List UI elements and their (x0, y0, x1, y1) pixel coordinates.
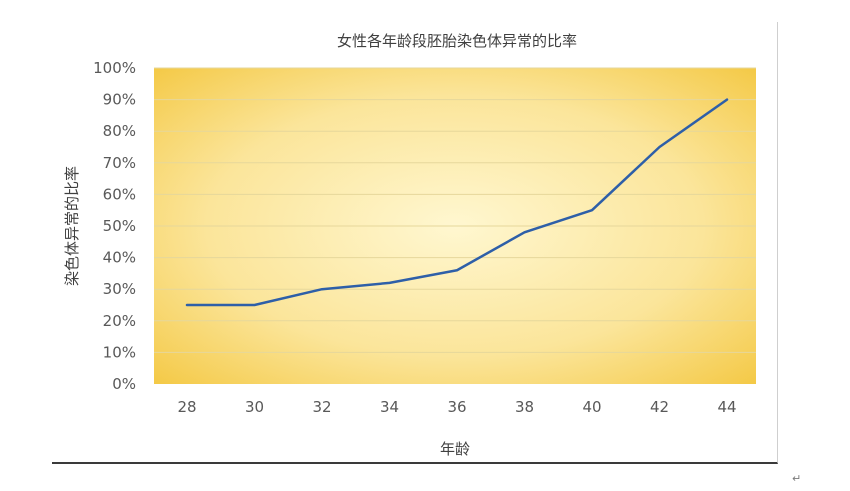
y-tick-label: 30% (103, 280, 136, 298)
y-tick-label: 80% (103, 122, 136, 140)
x-axis-ticks: 28 30 32 34 36 38 40 42 44 (177, 398, 736, 416)
x-tick-label: 44 (717, 398, 736, 416)
y-tick-label: 20% (103, 312, 136, 330)
x-tick-label: 36 (447, 398, 466, 416)
x-tick-label: 40 (582, 398, 601, 416)
y-tick-label: 60% (103, 185, 136, 203)
x-tick-label: 32 (312, 398, 331, 416)
y-tick-label: 90% (103, 91, 136, 109)
y-tick-label: 40% (103, 249, 136, 267)
x-tick-label: 30 (245, 398, 264, 416)
x-tick-label: 42 (650, 398, 669, 416)
x-tick-label: 38 (515, 398, 534, 416)
y-tick-label: 70% (103, 154, 136, 172)
x-tick-label: 34 (380, 398, 399, 416)
gridlines (154, 67, 756, 353)
y-axis-ticks: 0% 10% 20% 30% 40% 50% 60% 70% 80% 90% 100% (93, 59, 136, 393)
x-tick-label: 28 (177, 398, 196, 416)
y-tick-label: 50% (103, 217, 136, 235)
line-chart: 女性各年龄段胚胎染色体异常的比率 0% 10% 20% 30% 40% 50% 60% 70%… (63, 32, 756, 458)
y-tick-label: 10% (103, 343, 136, 361)
y-tick-label: 100% (93, 59, 136, 77)
paragraph-return-mark: ↵ (792, 472, 802, 485)
y-axis-title: 染色体异常的比率 (63, 166, 81, 286)
y-tick-label: 0% (112, 375, 136, 393)
chart-frame: 女性各年龄段胚胎染色体异常的比率 0% 10% 20% 30% 40% 50% 60% 70%… (52, 22, 778, 464)
chart-title: 女性各年龄段胚胎染色体异常的比率 (337, 32, 577, 50)
series-layer (185, 98, 729, 307)
x-axis-title: 年龄 (440, 440, 470, 458)
